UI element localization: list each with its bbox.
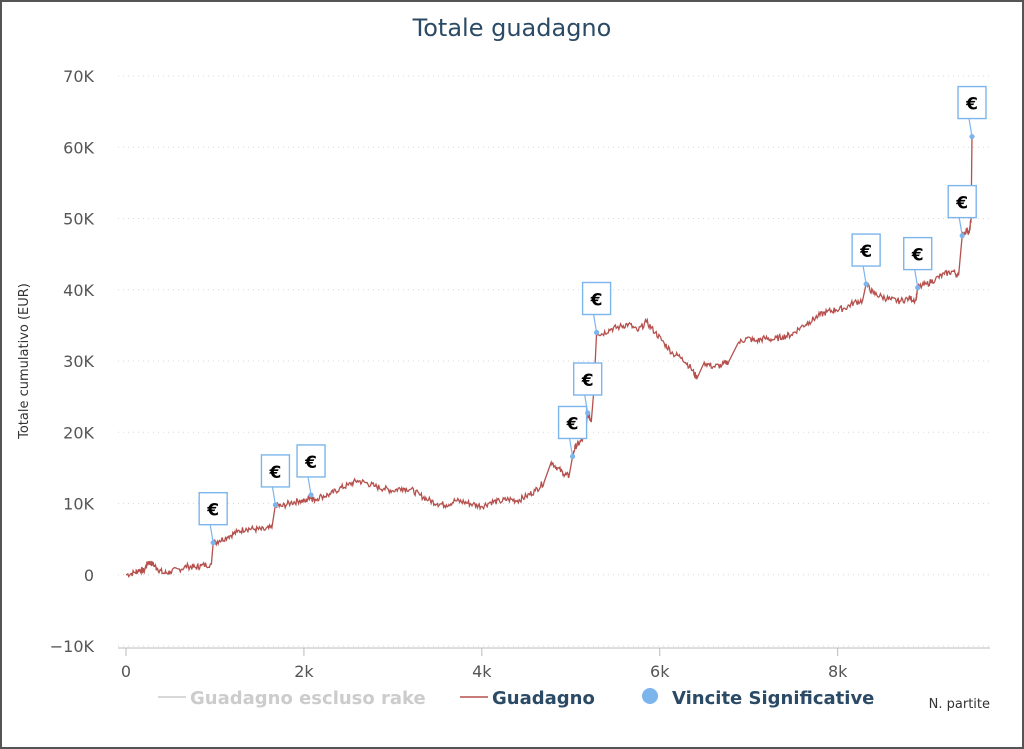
y-tick-label: 70K: [63, 67, 94, 86]
significant-win-point[interactable]: [569, 453, 576, 460]
flag-box: [260, 454, 291, 488]
flag-box: [581, 281, 612, 316]
legend-item[interactable]: Vincite Significative: [642, 688, 874, 709]
x-tick-label: 6k: [650, 662, 670, 681]
flag-label: €: [859, 242, 872, 262]
legend-item[interactable]: Guadagno: [460, 688, 595, 709]
legend-label: Guadagno: [492, 688, 595, 709]
flag-box: [572, 362, 603, 396]
flag-label: €: [206, 501, 219, 521]
grid-lines: [118, 75, 990, 647]
significant-win-flag[interactable]: €: [572, 362, 603, 416]
significant-win-point[interactable]: [210, 540, 216, 546]
flag-box: [198, 491, 228, 526]
legend-label: Guadagno escluso rake: [190, 688, 426, 709]
series-line-guadagno: [125, 136, 973, 578]
flag-box: [903, 236, 933, 271]
significant-win-point[interactable]: [969, 133, 975, 140]
x-tick-label: 8k: [828, 662, 848, 681]
significant-win-flag[interactable]: €: [557, 405, 588, 460]
flag-label: €: [566, 414, 579, 434]
legend-swatch: [642, 688, 658, 704]
flag-label: €: [911, 246, 924, 266]
y-tick-label: 30K: [63, 352, 94, 371]
x-tick-label: 0: [121, 662, 131, 681]
y-tick-label: 40K: [63, 281, 94, 300]
significant-win-point[interactable]: [915, 285, 921, 291]
y-tick-label: 10K: [63, 495, 94, 514]
flag-label: €: [304, 453, 317, 473]
significant-win-point[interactable]: [272, 502, 279, 508]
significant-win-flag[interactable]: €: [581, 281, 612, 336]
significant-win-point[interactable]: [308, 492, 314, 498]
flag-box: [957, 85, 987, 120]
x-tick-label: 4k: [472, 662, 492, 681]
series-guadagno: [125, 136, 973, 578]
y-axis-ticks: 70K 60K 50K 40K 30K 20K 10K 0 −10K: [50, 67, 95, 656]
significant-win-flag[interactable]: €: [851, 233, 881, 287]
legend-label: Vincite Significative: [672, 688, 874, 709]
x-axis-label: N. partite: [929, 697, 990, 712]
significant-win-point[interactable]: [863, 281, 869, 287]
significant-win-flag[interactable]: €: [198, 491, 228, 546]
flag-label: €: [581, 371, 594, 391]
significant-win-flag[interactable]: €: [903, 236, 933, 291]
significant-win-flag[interactable]: €: [260, 454, 291, 508]
legend-item[interactable]: Guadagno escluso rake: [158, 688, 426, 709]
x-axis: 0 2k 4k 6k 8k: [118, 647, 990, 681]
flag-label: €: [590, 291, 603, 311]
significant-win-point[interactable]: [585, 410, 591, 416]
x-tick-label: 2k: [294, 662, 314, 681]
flag-box: [947, 184, 977, 219]
significant-win-point[interactable]: [959, 233, 965, 239]
y-tick-label: 20K: [63, 423, 94, 442]
significant-win-flag[interactable]: €: [947, 184, 977, 239]
flag-label: €: [269, 463, 282, 483]
significant-win-flag[interactable]: €: [296, 444, 326, 498]
y-axis-label: Totale cumulativo (EUR): [17, 283, 32, 440]
flag-box: [851, 233, 881, 267]
flag-label: €: [955, 194, 968, 214]
chart-title: Totale guadagno: [412, 14, 612, 42]
y-tick-label: −10K: [50, 637, 95, 656]
significant-win-flag[interactable]: €: [957, 85, 987, 140]
significant-wins-flags: € € € € € € € € € €: [198, 85, 987, 546]
flag-label: €: [965, 95, 978, 115]
significant-win-point[interactable]: [593, 329, 600, 336]
y-tick-label: 60K: [63, 138, 94, 157]
y-tick-label: 0: [84, 566, 94, 585]
flag-box: [557, 405, 588, 440]
y-tick-label: 50K: [63, 210, 94, 229]
legend: Guadagno escluso rake Guadagno Vincite Sig…: [158, 688, 874, 709]
flag-box: [296, 444, 326, 478]
